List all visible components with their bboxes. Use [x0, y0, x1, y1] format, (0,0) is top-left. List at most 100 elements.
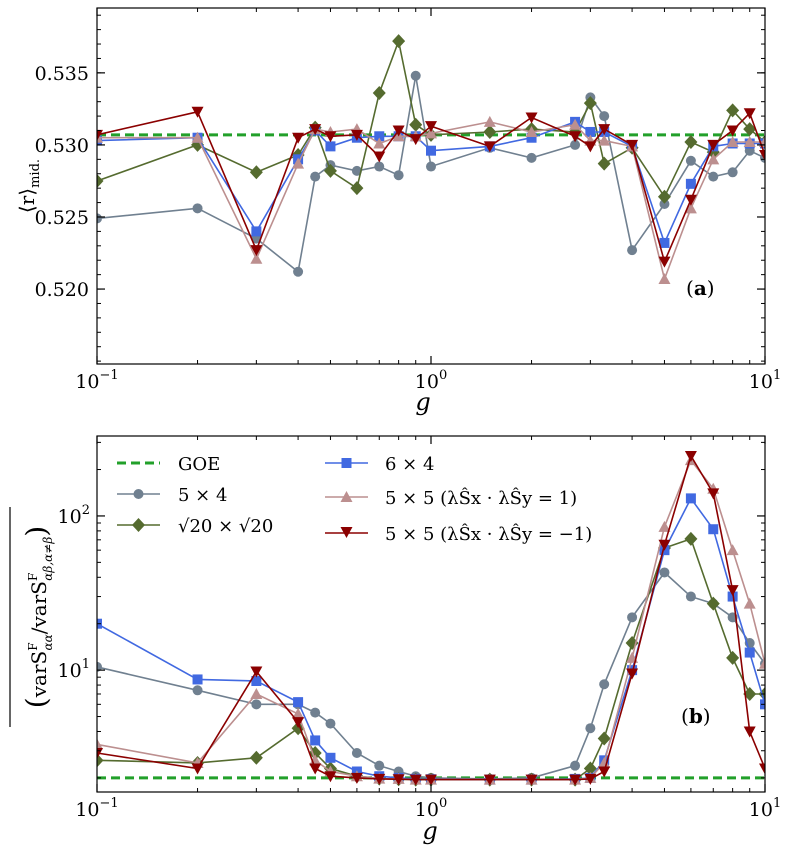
panel-b-s5x4-point: [351, 748, 362, 759]
panel-b-s5x5p-point: [598, 756, 611, 768]
panel-b-s5x5p-point: [292, 707, 305, 719]
panel-a-s6x4-point: [526, 132, 537, 143]
panel-a-s5x5m-point: [658, 256, 671, 268]
legend-sqrt20-marker: [132, 518, 145, 532]
panel-a-s5x5m-point: [684, 194, 697, 206]
ylabel-slash: /varS: [27, 581, 51, 634]
panel-a-s5x5m-point: [324, 131, 337, 143]
panel-a-sqrt20-point: [249, 165, 263, 180]
panel-a-s5x4-point: [627, 245, 638, 256]
y-tick-label: 102: [58, 503, 90, 528]
panel-a-s5x4-point: [426, 161, 436, 172]
panel-b-s6x4-point: [293, 697, 304, 708]
y-tick-label: 0.525: [35, 207, 89, 229]
panel-a-s5x5m-point: [584, 141, 597, 153]
panel-b-s5x5m-point: [350, 772, 363, 784]
panel-a-s5x5p-point: [598, 134, 611, 146]
x-tick-label: 101: [749, 368, 781, 393]
panel-b-sqrt20-point: [97, 753, 104, 768]
y-tick-label: 0.520: [35, 279, 89, 301]
panel-b-sqrt20-point: [706, 596, 720, 611]
panel-b-s5x5m-point: [707, 488, 720, 500]
panel-b-s5x5p-point: [743, 597, 756, 609]
panel-a-s5x5m-point: [250, 245, 263, 257]
panel-b-s5x4-point: [685, 591, 696, 602]
panel-b-sqrt20-point: [597, 731, 611, 746]
panel-a-s6x4-point: [426, 145, 436, 156]
panel-a-s5x5p-point: [569, 118, 582, 130]
ylabel-sup-2: F: [26, 573, 40, 581]
panel-b-s5x5m-point: [569, 774, 582, 786]
x-tick-label: 100: [415, 796, 447, 821]
panel-a-s5x4-point: [293, 266, 304, 277]
panel-a-s5x5m-point: [743, 108, 756, 120]
panel-a: 10−1 100 101 0.520 0.525 0.530 0.535 (a) g ⟨r⟩…: [15, 7, 781, 416]
panel-a-series: [97, 34, 765, 284]
panel-a-s5x5p-point: [292, 157, 305, 169]
panel-a-xlabel: g: [415, 388, 430, 416]
panel-b-s5x4-point: [659, 567, 670, 578]
panel-a-frame: [96, 7, 766, 365]
panel-a-s5x4-point: [599, 111, 610, 122]
panel-a-sqrt20-point: [409, 117, 423, 132]
panel-b-sqrt20-point: [726, 650, 740, 665]
panel-b-label-letter: b: [689, 704, 703, 728]
panel-b-sqrt20-point: [249, 750, 263, 765]
panel-a-s5x5p-point: [726, 136, 739, 148]
panel-a-s6x4-point: [374, 131, 385, 142]
y-tick-label: 0.535: [35, 63, 89, 85]
panel-a-s5x4-point: [410, 70, 421, 81]
panel-a-sqrt20-point: [350, 181, 364, 196]
panel-b-s5x4-point: [627, 612, 638, 623]
y-tick-label: 0.530: [35, 135, 89, 157]
panel-b-s5x4-point: [192, 685, 203, 696]
panel-b-s5x5m-point: [684, 450, 697, 462]
panel-a-s5x5m-point: [707, 139, 720, 151]
panel-b-s6x4-point: [325, 752, 336, 763]
panel-a-sqrt20-point: [372, 86, 386, 101]
panel-a-sqrt20-point: [97, 173, 104, 188]
panel-a-s5x5m-point: [525, 112, 538, 124]
x-tick-label: 101: [749, 796, 781, 821]
panel-b-s5x5m-point: [309, 763, 322, 775]
panel-a-s5x4-point: [374, 161, 385, 172]
panel-b-s5x5m-point: [191, 763, 204, 775]
legend-5x5m-marker: [340, 527, 353, 538]
legend-6x4-marker: [341, 458, 352, 468]
panel-b-s5x5m-point: [425, 774, 437, 786]
panel-a-s5x4-point: [393, 170, 404, 181]
panel-a-s5x5m-point: [569, 131, 582, 143]
panel-b-s5x5m-point: [759, 763, 765, 775]
panel-a-ylabel-main: ⟨r⟩: [15, 188, 39, 213]
x-tick-label: 100: [415, 368, 447, 393]
panel-b-s6x4-point: [708, 524, 719, 535]
panel-a-s5x5p-point: [250, 252, 263, 264]
panel-a-s5x5m-point: [409, 134, 422, 146]
panel-a-sqrt20-point: [483, 124, 497, 139]
panel-b-s5x5m-point: [525, 774, 538, 786]
panel-b-s6x4-point: [310, 735, 321, 746]
panel-a-s5x4-point: [685, 155, 696, 166]
ylabel-paren-close: ): [20, 526, 53, 537]
panel-b-s5x5m-point: [743, 726, 756, 738]
panel-a-s5x5m-point: [191, 106, 204, 118]
panel-a-s6x4-point: [325, 141, 336, 152]
ylabel-sub-1: αα: [41, 634, 55, 650]
panel-a-series-sqrt20-line: [97, 38, 765, 199]
panel-b-s5x5p-point: [759, 657, 765, 669]
panel-a-ticks: 10−1 100 101 0.520 0.525 0.530 0.535: [35, 8, 781, 393]
panel-b-s5x5m-point: [483, 774, 496, 786]
panel-a-s5x5p-point: [425, 127, 437, 139]
panel-a-s5x5p-point: [525, 125, 538, 137]
panel-b-series: [97, 450, 765, 787]
panel-a-s5x4-point: [97, 213, 102, 224]
panel-a-ylabel: ⟨r⟩mid.: [15, 159, 43, 213]
panel-b-s5x4-point: [570, 760, 581, 771]
panel-a-s5x5m-point: [373, 151, 386, 163]
panel-a-s5x4-point: [310, 171, 321, 182]
panel-b-s5x5m-point: [409, 774, 422, 786]
panel-a-s6x4-point: [659, 237, 670, 248]
y-tick-label: 101: [58, 657, 90, 682]
panel-b-s5x5m-point: [373, 773, 386, 785]
